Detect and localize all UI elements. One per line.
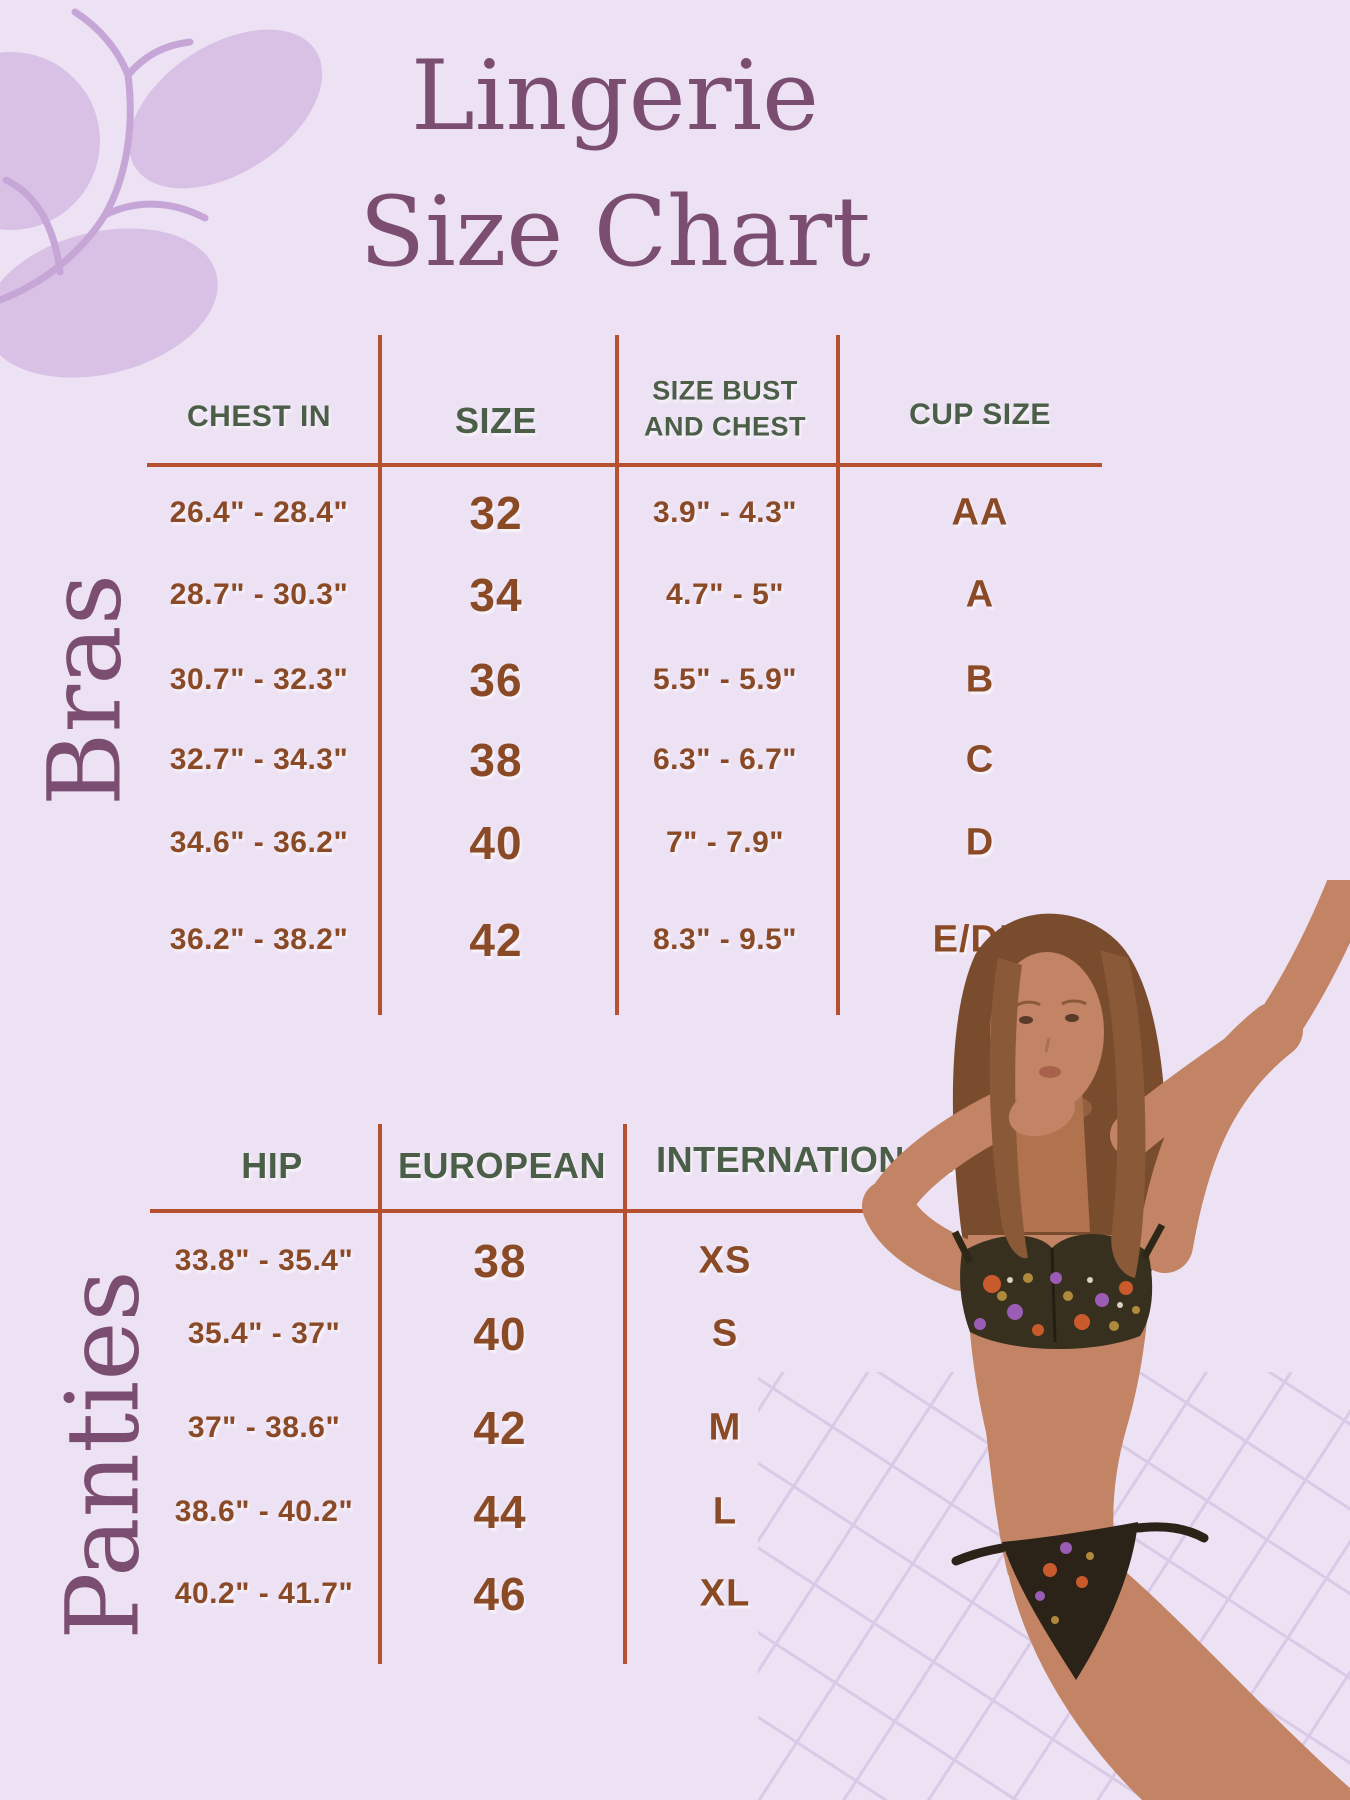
european-size: 44	[473, 1486, 527, 1538]
table-divider	[615, 335, 619, 1015]
table-divider	[623, 1124, 627, 1664]
page-title: Lingerie Size Chart	[140, 28, 1090, 301]
chest-range: 26.4" - 28.4"	[169, 496, 349, 529]
hip-range: 35.4" - 37"	[187, 1317, 341, 1350]
floral-embroidery	[974, 1272, 1140, 1336]
band-size: 32	[469, 487, 523, 539]
table-divider	[378, 1124, 382, 1664]
model-photo	[862, 880, 1350, 1800]
cup-size: B	[965, 658, 995, 701]
face	[1015, 999, 1087, 1078]
column-header-bust-line1: SIZE BUST	[652, 375, 798, 406]
chest-range: 28.7" - 30.3"	[169, 578, 349, 611]
bust-range: 5.5" - 5.9"	[652, 663, 798, 696]
international-size: XS	[698, 1239, 752, 1282]
bust-range: 6.3" - 6.7"	[652, 743, 798, 776]
branch-icon	[0, 8, 209, 304]
chest-range: 30.7" - 32.3"	[169, 663, 349, 696]
hip-range: 38.6" - 40.2"	[174, 1495, 354, 1528]
section-label-panties: Panties	[44, 1270, 162, 1640]
international-size: S	[711, 1312, 739, 1355]
band-size: 38	[469, 734, 523, 786]
column-header-bust-line2: AND CHEST	[643, 412, 807, 442]
bust-range: 8.3" - 9.5"	[652, 923, 798, 956]
table-header-rule	[150, 1209, 890, 1213]
international-size: XL	[699, 1572, 751, 1615]
column-header-european: EUROPEAN	[397, 1145, 607, 1186]
cup-size: A	[965, 573, 995, 616]
hip-range: 37" - 38.6"	[187, 1411, 341, 1444]
floral-embroidery	[1035, 1542, 1094, 1624]
chest-range: 36.2" - 38.2"	[169, 923, 349, 956]
band-size: 36	[469, 654, 523, 706]
table-divider	[378, 335, 382, 1015]
column-header-cup: CUP SIZE	[909, 398, 1051, 431]
cup-size: D	[965, 821, 995, 864]
column-header-chest: CHEST IN	[186, 400, 332, 433]
band-size: 42	[469, 914, 523, 966]
bust-range: 3.9" - 4.3"	[652, 496, 798, 529]
page-title-line2: Size Chart	[359, 176, 871, 289]
panties-table-rows: 33.8" - 35.4" 38 XS 35.4" - 37" 40 S 37"…	[150, 1124, 1030, 1664]
bust-range: 7" - 7.9"	[666, 826, 784, 859]
hip-range: 33.8" - 35.4"	[174, 1244, 354, 1277]
section-label-bras: Bras	[26, 573, 144, 807]
table-divider	[836, 335, 840, 1015]
international-size: L	[712, 1490, 738, 1533]
bust-range: 4.7" - 5"	[666, 578, 784, 611]
international-size: M	[708, 1406, 742, 1449]
band-size: 34	[469, 569, 523, 621]
chest-range: 32.7" - 34.3"	[169, 743, 349, 776]
chest-range: 34.6" - 36.2"	[169, 826, 349, 859]
page-title-line1: Lingerie	[411, 40, 819, 152]
european-size: 46	[473, 1568, 527, 1620]
panties-size-table: HIP EUROPEAN INTERNATIONAL 33.8" - 35.4"…	[150, 1124, 1030, 1664]
european-size: 40	[473, 1308, 527, 1360]
column-header-size: SIZE	[454, 400, 538, 441]
hip-range: 40.2" - 41.7"	[174, 1577, 354, 1610]
european-size: 38	[473, 1235, 527, 1287]
european-size: 42	[473, 1402, 527, 1454]
cup-size: C	[965, 738, 995, 781]
table-header-rule	[147, 463, 1102, 467]
column-header-hip: HIP	[241, 1145, 303, 1186]
band-size: 40	[469, 817, 523, 869]
column-header-bust: SIZE BUST AND CHEST	[644, 373, 806, 446]
cup-size: AA	[951, 491, 1009, 534]
